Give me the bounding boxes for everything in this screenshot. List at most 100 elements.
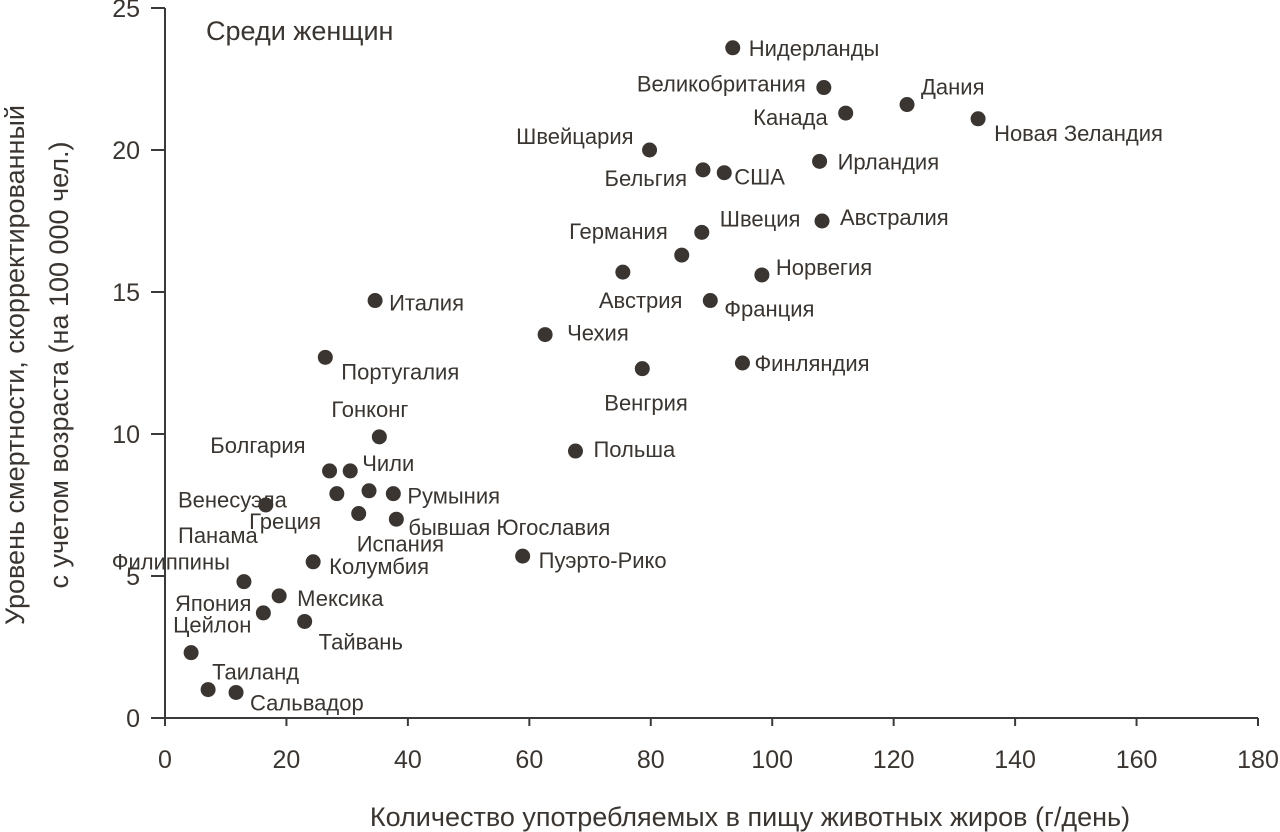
point-label: Сальвадор: [250, 690, 364, 715]
point-label: Италия: [389, 291, 464, 316]
point-label: Австралия: [840, 205, 949, 230]
x-tick-label: 0: [158, 746, 172, 774]
point-label: бывшая Югославия: [408, 515, 610, 540]
y-tick-label: 0: [126, 705, 140, 733]
point-label: Финляндия: [754, 351, 869, 376]
data-point: [361, 483, 377, 499]
point-label: Новая Зеландия: [994, 121, 1163, 146]
data-point: [674, 247, 690, 263]
point-label: Германия: [569, 219, 668, 244]
point-label: Ирландия: [838, 149, 940, 174]
data-point: [367, 293, 383, 309]
point-label: Мексика: [297, 586, 384, 611]
x-tick-label: 140: [994, 746, 1036, 774]
data-point: [615, 264, 631, 280]
data-point: [385, 486, 401, 502]
point-label: Таиланд: [212, 660, 299, 685]
point-label: Бельгия: [605, 166, 687, 191]
data-point: [695, 162, 711, 178]
x-ticks: 0 20 40 60 80 100 120 140 160 180: [158, 718, 1279, 774]
point-label: Тайвань: [319, 629, 403, 654]
point-label: Чили: [362, 451, 414, 476]
point-label: Колумбия: [329, 554, 429, 579]
data-point: [317, 349, 333, 365]
data-point: [702, 293, 718, 309]
data-point: [816, 80, 832, 96]
data-point: [183, 645, 199, 661]
data-point: [734, 355, 750, 371]
data-point: [634, 361, 650, 377]
data-point: [322, 463, 338, 479]
data-point: [388, 511, 404, 527]
point-label: Нидерланды: [749, 36, 880, 61]
point-label: Филиппины: [112, 550, 230, 575]
point-label: Пуэрто-Рико: [539, 548, 667, 573]
y-tick-label: 5: [126, 563, 140, 591]
data-point: [515, 548, 531, 564]
data-point: [271, 588, 287, 604]
x-tick-label: 20: [273, 746, 301, 774]
chart-title: Среди женщин: [206, 16, 393, 46]
x-tick-label: 160: [1116, 746, 1158, 774]
point-label: Цейлон: [173, 613, 251, 638]
point-label: Гонконг: [331, 397, 408, 422]
data-point: [351, 506, 367, 522]
point-label: Венгрия: [604, 391, 688, 416]
point-label: Канада: [753, 105, 828, 130]
x-tick-label: 180: [1237, 746, 1279, 774]
y-tick-label: 15: [112, 279, 140, 307]
x-tick-label: 60: [515, 746, 543, 774]
point-label: Дания: [921, 75, 985, 100]
data-point: [258, 497, 274, 513]
data-point: [899, 97, 915, 113]
x-axis-title: Количество употребляемых в пищу животных…: [370, 802, 1130, 832]
y-tick-label: 10: [112, 421, 140, 449]
point-label: Австрия: [599, 288, 683, 313]
x-tick-label: 120: [873, 746, 915, 774]
point-label: Греция: [249, 509, 321, 534]
point-label: Швейцария: [516, 124, 633, 149]
data-point: [297, 613, 313, 629]
data-point: [970, 111, 986, 127]
point-label: Чехия: [567, 321, 629, 346]
data-points: [183, 40, 986, 700]
point-label: Португалия: [341, 359, 459, 384]
data-point: [342, 463, 358, 479]
data-point: [537, 327, 553, 343]
x-tick-label: 80: [637, 746, 665, 774]
data-point: [305, 554, 321, 570]
x-tick-label: 100: [751, 746, 793, 774]
data-point: [371, 429, 387, 445]
data-point: [716, 165, 732, 181]
data-point: [725, 40, 741, 56]
data-point: [754, 267, 770, 283]
point-label: Великобритания: [637, 72, 806, 97]
x-tick-label: 40: [394, 746, 422, 774]
data-point: [236, 574, 252, 590]
y-tick-label: 20: [112, 137, 140, 165]
point-label: Япония: [175, 591, 251, 616]
point-label: Норвегия: [776, 255, 872, 280]
point-label: Болгария: [210, 433, 305, 458]
data-point: [814, 213, 830, 229]
y-ticks: 0 5 10 15 20 25: [112, 0, 165, 733]
point-label: Венесуэла: [178, 488, 288, 513]
data-point: [228, 684, 244, 700]
point-label: Франция: [724, 297, 814, 322]
point-label: Испания: [357, 532, 444, 557]
data-point: [200, 682, 216, 698]
data-point: [567, 443, 583, 459]
point-label: Швеция: [720, 206, 801, 231]
data-point: [812, 153, 828, 169]
point-label: Румыния: [407, 484, 500, 509]
axes: [164, 8, 1258, 719]
y-tick-label: 25: [112, 0, 140, 23]
y-axis-title-line1: Уровень смертности, скорректированный: [0, 105, 30, 625]
data-point: [255, 605, 271, 621]
data-point: [838, 105, 854, 121]
point-labels: Нидерланды Великобритания Дания Канада Новая…: [112, 36, 1163, 716]
data-point: [694, 224, 710, 240]
point-label: США: [734, 165, 785, 190]
point-label: Польша: [593, 437, 676, 462]
